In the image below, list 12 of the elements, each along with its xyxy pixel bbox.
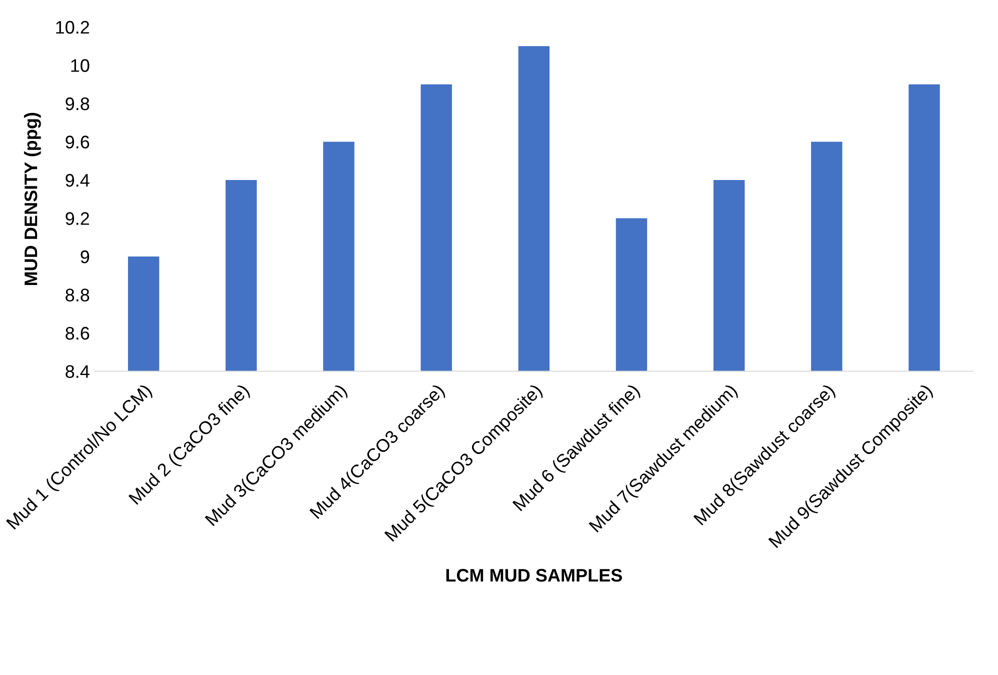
y-tick-label: 10 [71, 59, 90, 72]
y-tick-label: 10.2 [56, 20, 90, 34]
y-tick-label: 9.2 [66, 212, 90, 225]
y-tick-label: 9.6 [66, 136, 90, 148]
y-tick-label: 8.4 [66, 365, 90, 378]
y-tick-label: 9.8 [66, 97, 90, 110]
y-tick-label: 9 [80, 250, 90, 264]
y-tick-label: 9.4 [66, 174, 90, 187]
y-tick-label: 8.6 [66, 326, 90, 340]
y-axis-title: MUD DENSITY (ppg) [24, 112, 41, 286]
x-axis-title: LCM MUD SAMPLES [446, 568, 622, 582]
y-tick-label: 8.8 [66, 288, 90, 302]
